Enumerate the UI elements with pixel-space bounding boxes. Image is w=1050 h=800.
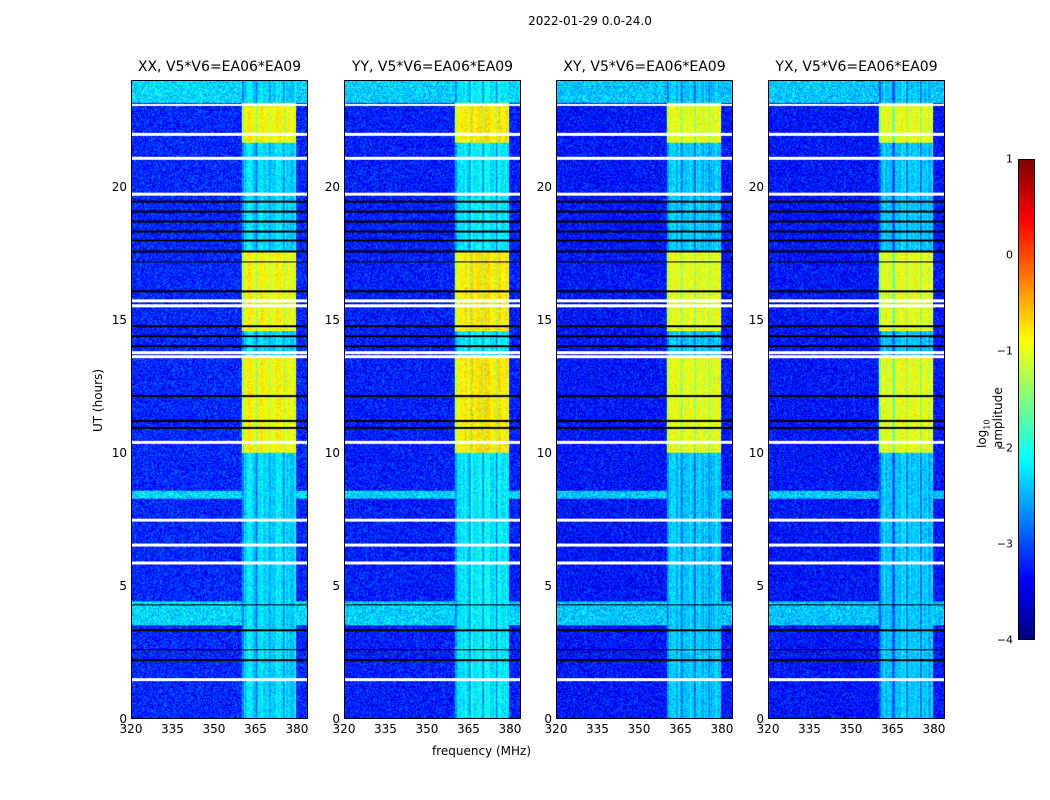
- x-tick-label: 350: [202, 722, 226, 736]
- colorbar: [1018, 159, 1035, 640]
- x-tick-label: 320: [119, 722, 143, 736]
- panel-title: YX, V5*V6=EA06*EA09: [775, 59, 938, 75]
- x-tick-label: 365: [881, 722, 904, 736]
- y-tick-label: 5: [119, 578, 127, 593]
- x-tick-label: 380: [285, 722, 309, 736]
- x-tick-label: 350: [839, 722, 863, 736]
- y-axis-label: UT (hours): [91, 368, 105, 432]
- x-tick-label: 320: [332, 722, 356, 736]
- y-tick-label: 0: [119, 712, 127, 726]
- y-tick-label: 15: [748, 312, 764, 327]
- y-tick-label: 0: [756, 712, 764, 726]
- y-tick-label: 15: [111, 312, 127, 327]
- x-tick-label: 335: [586, 722, 609, 736]
- y-tick-label: 5: [544, 578, 552, 593]
- colorbar-tick-label: −4: [996, 633, 1013, 647]
- panel-title: XY, V5*V6=EA06*EA09: [563, 59, 726, 75]
- y-tick-label: 5: [332, 578, 340, 593]
- y-tick-label: 20: [748, 179, 764, 194]
- x-tick-label: 380: [498, 722, 522, 736]
- panel-title: YY, V5*V6=EA06*EA09: [351, 59, 514, 75]
- x-tick-label: 335: [161, 722, 184, 736]
- x-tick-label: 335: [798, 722, 821, 736]
- x-tick-label: 365: [244, 722, 267, 736]
- x-axis-label: frequency (MHz): [432, 744, 532, 758]
- y-tick-label: 20: [111, 179, 127, 194]
- x-tick-label: 320: [756, 722, 780, 736]
- y-tick-label: 5: [756, 578, 764, 593]
- y-tick-label: 10: [111, 445, 127, 460]
- spectrogram-0: [131, 80, 308, 719]
- x-tick-label: 365: [457, 722, 480, 736]
- x-tick-label: 365: [669, 722, 692, 736]
- y-tick-label: 0: [332, 712, 340, 726]
- figure-title: 2022-01-29 0.0-24.0: [528, 14, 652, 28]
- x-tick-label: 350: [415, 722, 439, 736]
- colorbar-tick-label: −3: [996, 537, 1013, 551]
- x-tick-label: 335: [374, 722, 397, 736]
- y-tick-label: 20: [536, 179, 552, 194]
- spectrogram-3: [768, 80, 945, 719]
- colorbar-label: log10 amplitude: [975, 387, 1006, 448]
- x-tick-label: 380: [710, 722, 734, 736]
- colorbar-tick-label: −1: [996, 344, 1013, 358]
- panel-title: XX, V5*V6=EA06*EA09: [137, 59, 302, 75]
- x-tick-label: 320: [544, 722, 568, 736]
- y-tick-label: 15: [324, 312, 340, 327]
- spectrogram-1: [344, 80, 521, 719]
- colorbar-tick-label: 0: [1006, 248, 1013, 262]
- y-tick-label: 0: [544, 712, 552, 726]
- y-tick-label: 10: [748, 445, 764, 460]
- y-tick-label: 10: [324, 445, 340, 460]
- y-tick-label: 15: [536, 312, 552, 327]
- x-tick-label: 350: [627, 722, 651, 736]
- colorbar-tick-label: −2: [996, 441, 1013, 455]
- colorbar-tick-label: 1: [1006, 152, 1013, 166]
- x-tick-label: 380: [922, 722, 946, 736]
- y-tick-label: 10: [536, 445, 552, 460]
- spectrogram-2: [556, 80, 733, 719]
- y-tick-label: 20: [324, 179, 340, 194]
